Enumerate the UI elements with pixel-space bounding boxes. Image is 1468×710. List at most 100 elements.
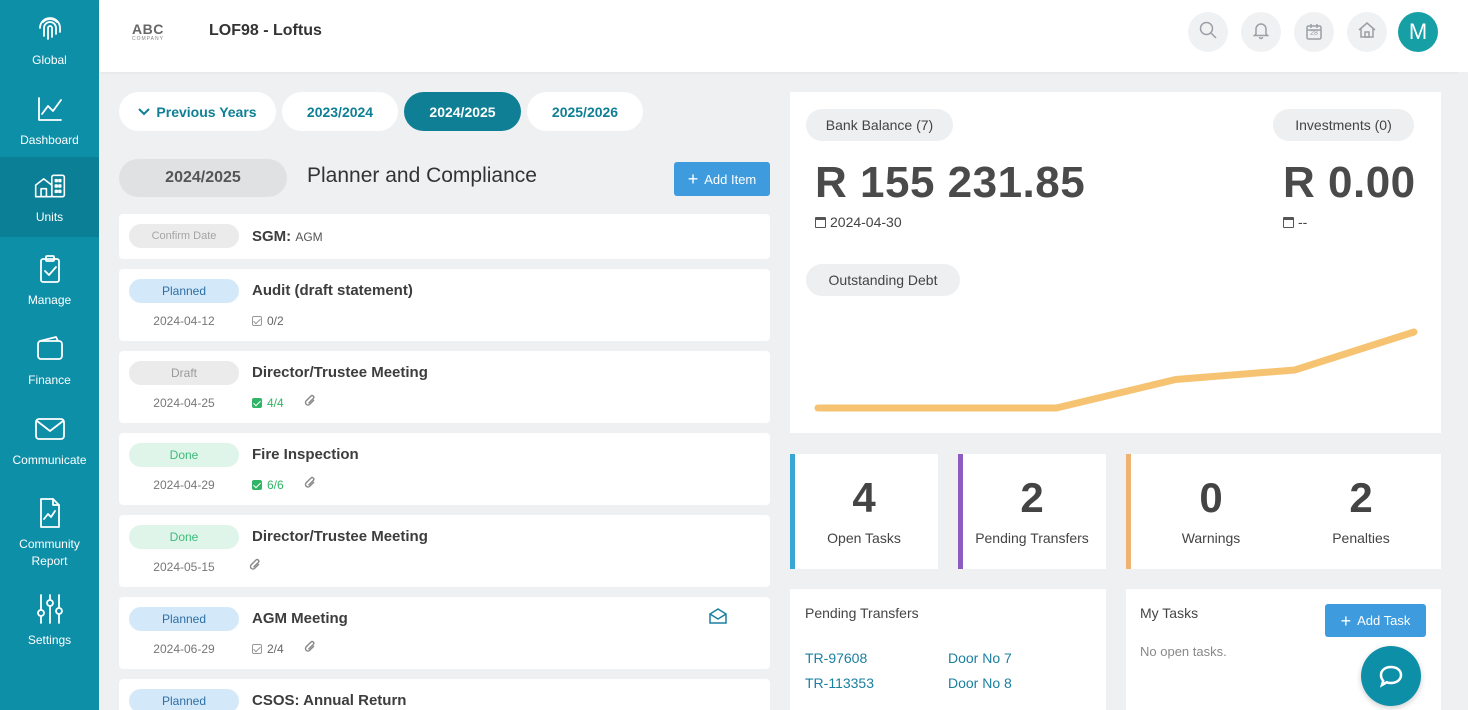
home-icon <box>1357 20 1377 45</box>
building-icon <box>33 169 67 203</box>
year-tab-2023-2024[interactable]: 2023/2024 <box>282 92 398 131</box>
open-tasks-card[interactable]: 4 Open Tasks <box>790 454 938 569</box>
transfer-id-link[interactable]: TR-113353 <box>805 675 875 691</box>
company-logo: ABC <box>132 21 164 37</box>
status-badge: Done <box>129 525 239 549</box>
planner-title: Planner and Compliance <box>307 164 537 187</box>
item-date: 2024-04-29 <box>153 478 215 492</box>
fingerprint-icon <box>33 12 67 46</box>
checklist-value: 6/6 <box>267 478 284 492</box>
item-title: CSOS: Annual Return <box>252 692 407 709</box>
checkbox-icon <box>252 480 262 490</box>
sidebar-item-label: Communicate <box>12 452 87 467</box>
search-button[interactable] <box>1188 12 1228 52</box>
sidebar-item-units[interactable]: Units <box>0 157 99 237</box>
paperclip-icon[interactable] <box>249 558 261 577</box>
item-date: 2024-04-25 <box>153 396 215 410</box>
sidebar-item-community-report[interactable]: Community Report <box>0 488 99 578</box>
penalties-stat[interactable]: 2 Penalties <box>1286 454 1436 569</box>
pending-transfers-card[interactable]: 2 Pending Transfers <box>958 454 1106 569</box>
notifications-button[interactable] <box>1241 12 1281 52</box>
checkbox-icon <box>252 644 262 654</box>
planner-item[interactable]: Planned Audit (draft statement) 2024-04-… <box>119 269 770 341</box>
sidebar-item-communicate[interactable]: Communicate <box>0 400 99 480</box>
item-title: Audit (draft statement) <box>252 282 413 299</box>
clipboard-check-icon <box>33 252 67 286</box>
previous-years-button[interactable]: Previous Years <box>119 92 276 131</box>
calendar-icon: 28 <box>1305 23 1323 41</box>
planner-item[interactable]: Confirm Date SGM: AGM <box>119 214 770 259</box>
checklist-value: 2/4 <box>267 642 284 656</box>
transfer-door-link[interactable]: Door No 8 <box>948 675 1012 691</box>
user-avatar[interactable]: M <box>1398 12 1438 52</box>
checklist-count: 2/4 <box>252 642 284 656</box>
planner-item[interactable]: Draft Director/Trustee Meeting 2024-04-2… <box>119 351 770 423</box>
stat-label: Penalties <box>1332 530 1390 546</box>
envelope-open-icon[interactable] <box>709 608 727 629</box>
calendar-button[interactable]: 28 <box>1294 12 1334 52</box>
year-tab-2025-2026[interactable]: 2025/2026 <box>527 92 643 131</box>
item-title: SGM: AGM <box>252 228 323 245</box>
planner-item[interactable]: Done Director/Trustee Meeting 2024-05-15 <box>119 515 770 587</box>
investments-date: -- <box>1283 214 1307 230</box>
calendar-icon <box>1283 216 1294 228</box>
search-icon <box>1198 20 1218 45</box>
sidebar-item-settings[interactable]: Settings <box>0 580 99 660</box>
bank-date-value: 2024-04-30 <box>830 214 902 230</box>
page-scrollbar[interactable] <box>1458 72 1468 710</box>
checklist-count: 6/6 <box>252 478 284 492</box>
top-header: ABC COMPANY LOF98 - Loftus 28 M <box>99 0 1468 72</box>
stat-accent-bar <box>958 454 963 569</box>
add-task-button[interactable]: + Add Task <box>1325 604 1426 637</box>
chat-launcher-button[interactable] <box>1361 646 1421 706</box>
item-title: Director/Trustee Meeting <box>252 364 428 381</box>
item-title: AGM Meeting <box>252 610 348 627</box>
my-tasks-title: My Tasks <box>1140 605 1199 621</box>
home-button[interactable] <box>1347 12 1387 52</box>
status-badge: Planned <box>129 689 239 710</box>
warnings-penalties-card[interactable]: 0 Warnings 2 Penalties <box>1126 454 1441 569</box>
chart-line-icon <box>33 92 67 126</box>
outstanding-debt-chart <box>814 328 1418 412</box>
plus-icon: + <box>687 169 699 189</box>
page-title: LOF98 - Loftus <box>209 22 322 39</box>
sidebar-item-dashboard[interactable]: Dashboard <box>0 80 99 160</box>
plus-icon: + <box>1340 610 1352 631</box>
wallet-icon <box>33 332 67 366</box>
checklist-count: 0/2 <box>252 314 284 328</box>
pending-transfers-title: Pending Transfers <box>805 605 919 621</box>
add-item-label: Add Item <box>704 171 757 187</box>
calendar-icon <box>815 216 826 228</box>
planner-year-badge: 2024/2025 <box>119 159 287 197</box>
report-icon <box>33 496 67 530</box>
company-logo-sub: COMPANY <box>132 36 164 42</box>
outstanding-debt-chip[interactable]: Outstanding Debt <box>806 264 960 296</box>
investments-chip[interactable]: Investments (0) <box>1273 109 1414 141</box>
add-item-button[interactable]: + Add Item <box>674 162 770 196</box>
calendar-day: 28 <box>1310 30 1318 37</box>
item-title-text: SGM: <box>252 228 292 245</box>
sidebar-item-finance[interactable]: Finance <box>0 320 99 400</box>
sidebar-item-manage[interactable]: Manage <box>0 240 99 320</box>
paperclip-icon[interactable] <box>304 476 316 495</box>
bank-balance-chip[interactable]: Bank Balance (7) <box>806 109 953 141</box>
pending-transfers-panel: Pending Transfers TR-97608 Door No 7 TR-… <box>790 589 1106 710</box>
sidebar: Global Dashboard Units Manage Finance Co… <box>0 0 99 710</box>
status-badge: Confirm Date <box>129 224 239 248</box>
paperclip-icon[interactable] <box>304 394 316 413</box>
item-title: Fire Inspection <box>252 446 359 463</box>
paperclip-icon[interactable] <box>304 640 316 659</box>
planner-item[interactable]: Planned AGM Meeting 2024-06-29 2/4 <box>119 597 770 669</box>
transfer-id-link[interactable]: TR-97608 <box>805 650 868 666</box>
planner-item[interactable]: Planned CSOS: Annual Return <box>119 679 770 710</box>
investments-amount: R 0.00 <box>1283 158 1416 207</box>
planner-item[interactable]: Done Fire Inspection 2024-04-29 6/6 <box>119 433 770 505</box>
year-tab-2024-2025[interactable]: 2024/2025 <box>404 92 521 131</box>
sidebar-item-label: Community Report <box>19 537 80 568</box>
warnings-stat[interactable]: 0 Warnings <box>1136 454 1286 569</box>
sidebar-item-global[interactable]: Global <box>0 0 99 80</box>
chevron-down-icon <box>138 107 151 116</box>
envelope-icon <box>33 412 67 446</box>
transfer-door-link[interactable]: Door No 7 <box>948 650 1012 666</box>
balance-panel: Bank Balance (7) Investments (0) R 155 2… <box>790 92 1441 433</box>
